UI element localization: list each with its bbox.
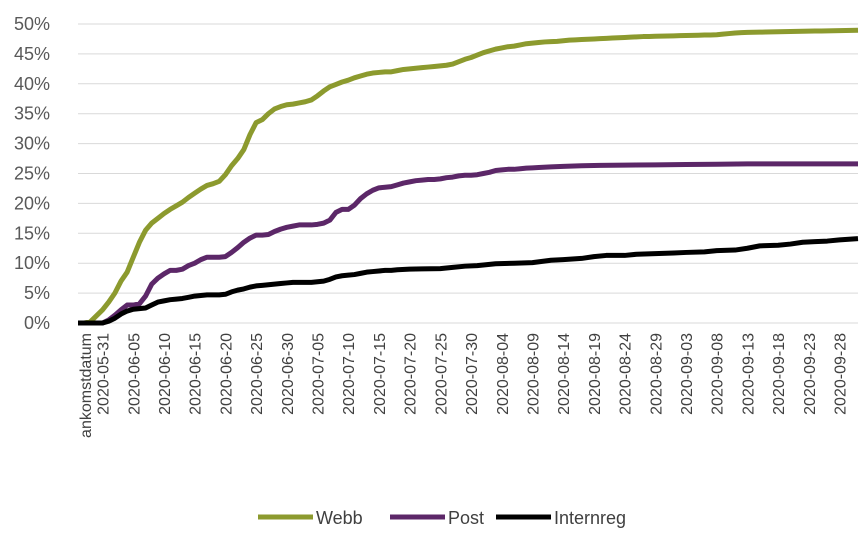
y-tick-label: 20% (14, 193, 50, 213)
x-tick-label: 2020-07-15 (372, 333, 389, 415)
x-tick-label: 2020-08-04 (495, 333, 512, 415)
x-tick: 2020-06-05 (126, 333, 143, 415)
legend-label: Post (448, 508, 484, 528)
legend: Webb Post Internreg (258, 508, 626, 528)
legend-item-webb: Webb (258, 508, 363, 528)
x-tick-label: 2020-09-03 (679, 333, 696, 415)
x-tick-label: 2020-08-19 (587, 333, 604, 415)
series-line-internreg (78, 236, 859, 326)
x-tick: 2020-06-25 (249, 333, 266, 415)
x-tick-label: 2020-08-09 (525, 333, 542, 415)
x-tick: 2020-06-20 (218, 333, 235, 415)
y-tick-label: 45% (14, 44, 50, 64)
x-tick-label: 2020-06-30 (280, 333, 297, 415)
x-tick-label: 2020-05-31 (96, 333, 113, 415)
x-tick-label: ankomstdatum (78, 333, 95, 438)
x-tick-label: 2020-08-24 (618, 333, 635, 415)
x-tick: 2020-07-05 (311, 333, 328, 415)
x-tick: 2020-08-14 (556, 333, 573, 415)
legend-label: Webb (316, 508, 363, 528)
x-tick: 2020-09-23 (802, 333, 819, 415)
x-tick: 2020-07-30 (464, 333, 481, 415)
legend-item-post: Post (390, 508, 484, 528)
x-axis-ticks: ankomstdatum 2020-05-31 2020-06-05 2020-06-… (78, 333, 850, 438)
y-axis-ticks: 0% 5% 10% 15% 20% 25% 30% 35% 40% 45% 50% (14, 14, 50, 333)
y-tick-label: 50% (14, 14, 50, 34)
x-tick-label: 2020-07-25 (433, 333, 450, 415)
series-lines (78, 27, 859, 326)
x-tick-label: 2020-07-20 (403, 333, 420, 415)
x-tick-label: 2020-08-29 (648, 333, 665, 415)
x-tick-label: 2020-09-18 (771, 333, 788, 415)
x-tick-label: 2020-09-28 (833, 333, 850, 415)
x-tick-label: 2020-06-10 (157, 333, 174, 415)
x-tick: 2020-07-10 (341, 333, 358, 415)
y-tick-label: 0% (24, 313, 50, 333)
y-tick-label: 5% (24, 283, 50, 303)
x-tick-label: 2020-07-30 (464, 333, 481, 415)
y-tick-label: 10% (14, 253, 50, 273)
legend-label: Internreg (554, 508, 626, 528)
x-tick: 2020-09-28 (833, 333, 850, 415)
y-tick-label: 30% (14, 134, 50, 154)
x-tick: ankomstdatum (78, 333, 95, 438)
x-tick-label: 2020-09-23 (802, 333, 819, 415)
x-tick: 2020-06-15 (188, 333, 205, 415)
series-line-post (78, 161, 858, 326)
x-tick: 2020-09-08 (710, 333, 727, 415)
legend-item-internreg: Internreg (496, 508, 626, 528)
x-tick: 2020-06-10 (157, 333, 174, 415)
x-tick: 2020-07-25 (433, 333, 450, 415)
x-tick: 2020-07-15 (372, 333, 389, 415)
x-tick: 2020-07-20 (403, 333, 420, 415)
x-tick-label: 2020-06-25 (249, 333, 266, 415)
x-tick-label: 2020-08-14 (556, 333, 573, 415)
x-tick-label: 2020-06-05 (126, 333, 143, 415)
y-tick-label: 15% (14, 223, 50, 243)
x-tick: 2020-08-24 (618, 333, 635, 415)
y-tick-label: 35% (14, 104, 50, 124)
y-tick-label: 25% (14, 164, 50, 184)
x-tick: 2020-09-03 (679, 333, 696, 415)
x-tick: 2020-09-18 (771, 333, 788, 415)
series-line-webb (78, 27, 859, 326)
x-tick: 2020-06-30 (280, 333, 297, 415)
x-tick-label: 2020-07-10 (341, 333, 358, 415)
x-tick: 2020-08-09 (525, 333, 542, 415)
x-tick-label: 2020-09-13 (740, 333, 757, 415)
x-tick: 2020-08-04 (495, 333, 512, 415)
x-tick: 2020-08-19 (587, 333, 604, 415)
x-tick: 2020-08-29 (648, 333, 665, 415)
x-tick-label: 2020-09-08 (710, 333, 727, 415)
x-tick-label: 2020-06-15 (188, 333, 205, 415)
x-tick: 2020-09-13 (740, 333, 757, 415)
x-tick: 2020-05-31 (96, 333, 113, 415)
x-tick-label: 2020-06-20 (218, 333, 235, 415)
x-tick-label: 2020-07-05 (311, 333, 328, 415)
y-tick-label: 40% (14, 74, 50, 94)
